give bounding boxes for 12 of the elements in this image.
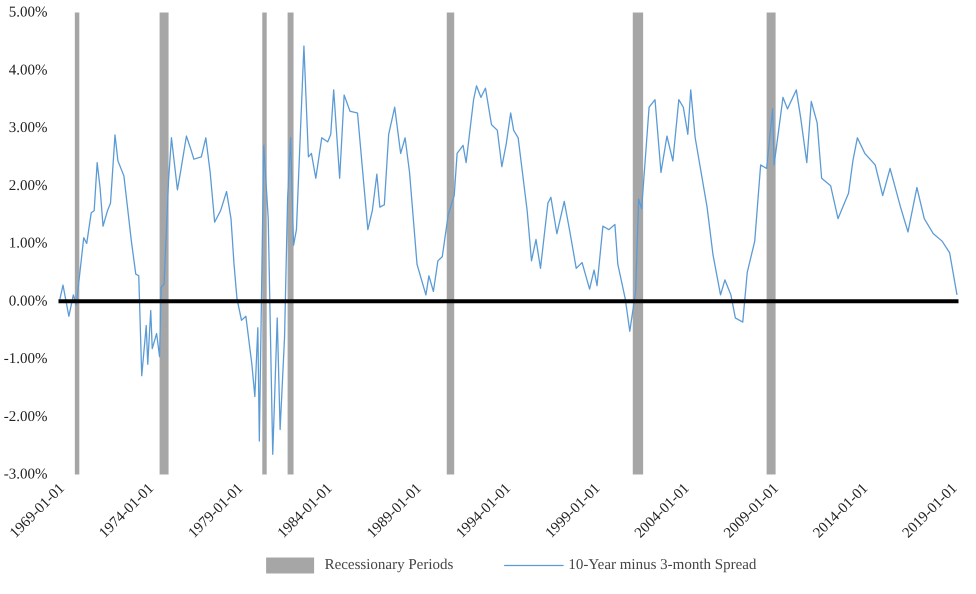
y-tick-label: 3.00% xyxy=(8,120,48,136)
y-tick-label: -1.00% xyxy=(4,351,48,367)
y-tick-label: 4.00% xyxy=(8,62,48,78)
legend-label: 10-Year minus 3-month Spread xyxy=(568,556,756,574)
y-tick-label: -2.00% xyxy=(4,408,48,425)
legend-label: Recessionary Periods xyxy=(324,556,454,574)
y-tick-label: 1.00% xyxy=(8,236,48,252)
y-tick-label: 5.00% xyxy=(8,4,48,20)
line-series xyxy=(59,45,958,455)
y-tick-label: 0.00% xyxy=(8,293,48,310)
y-tick-label: 2.00% xyxy=(8,178,48,194)
y-tick-label: -3.00% xyxy=(4,466,48,482)
